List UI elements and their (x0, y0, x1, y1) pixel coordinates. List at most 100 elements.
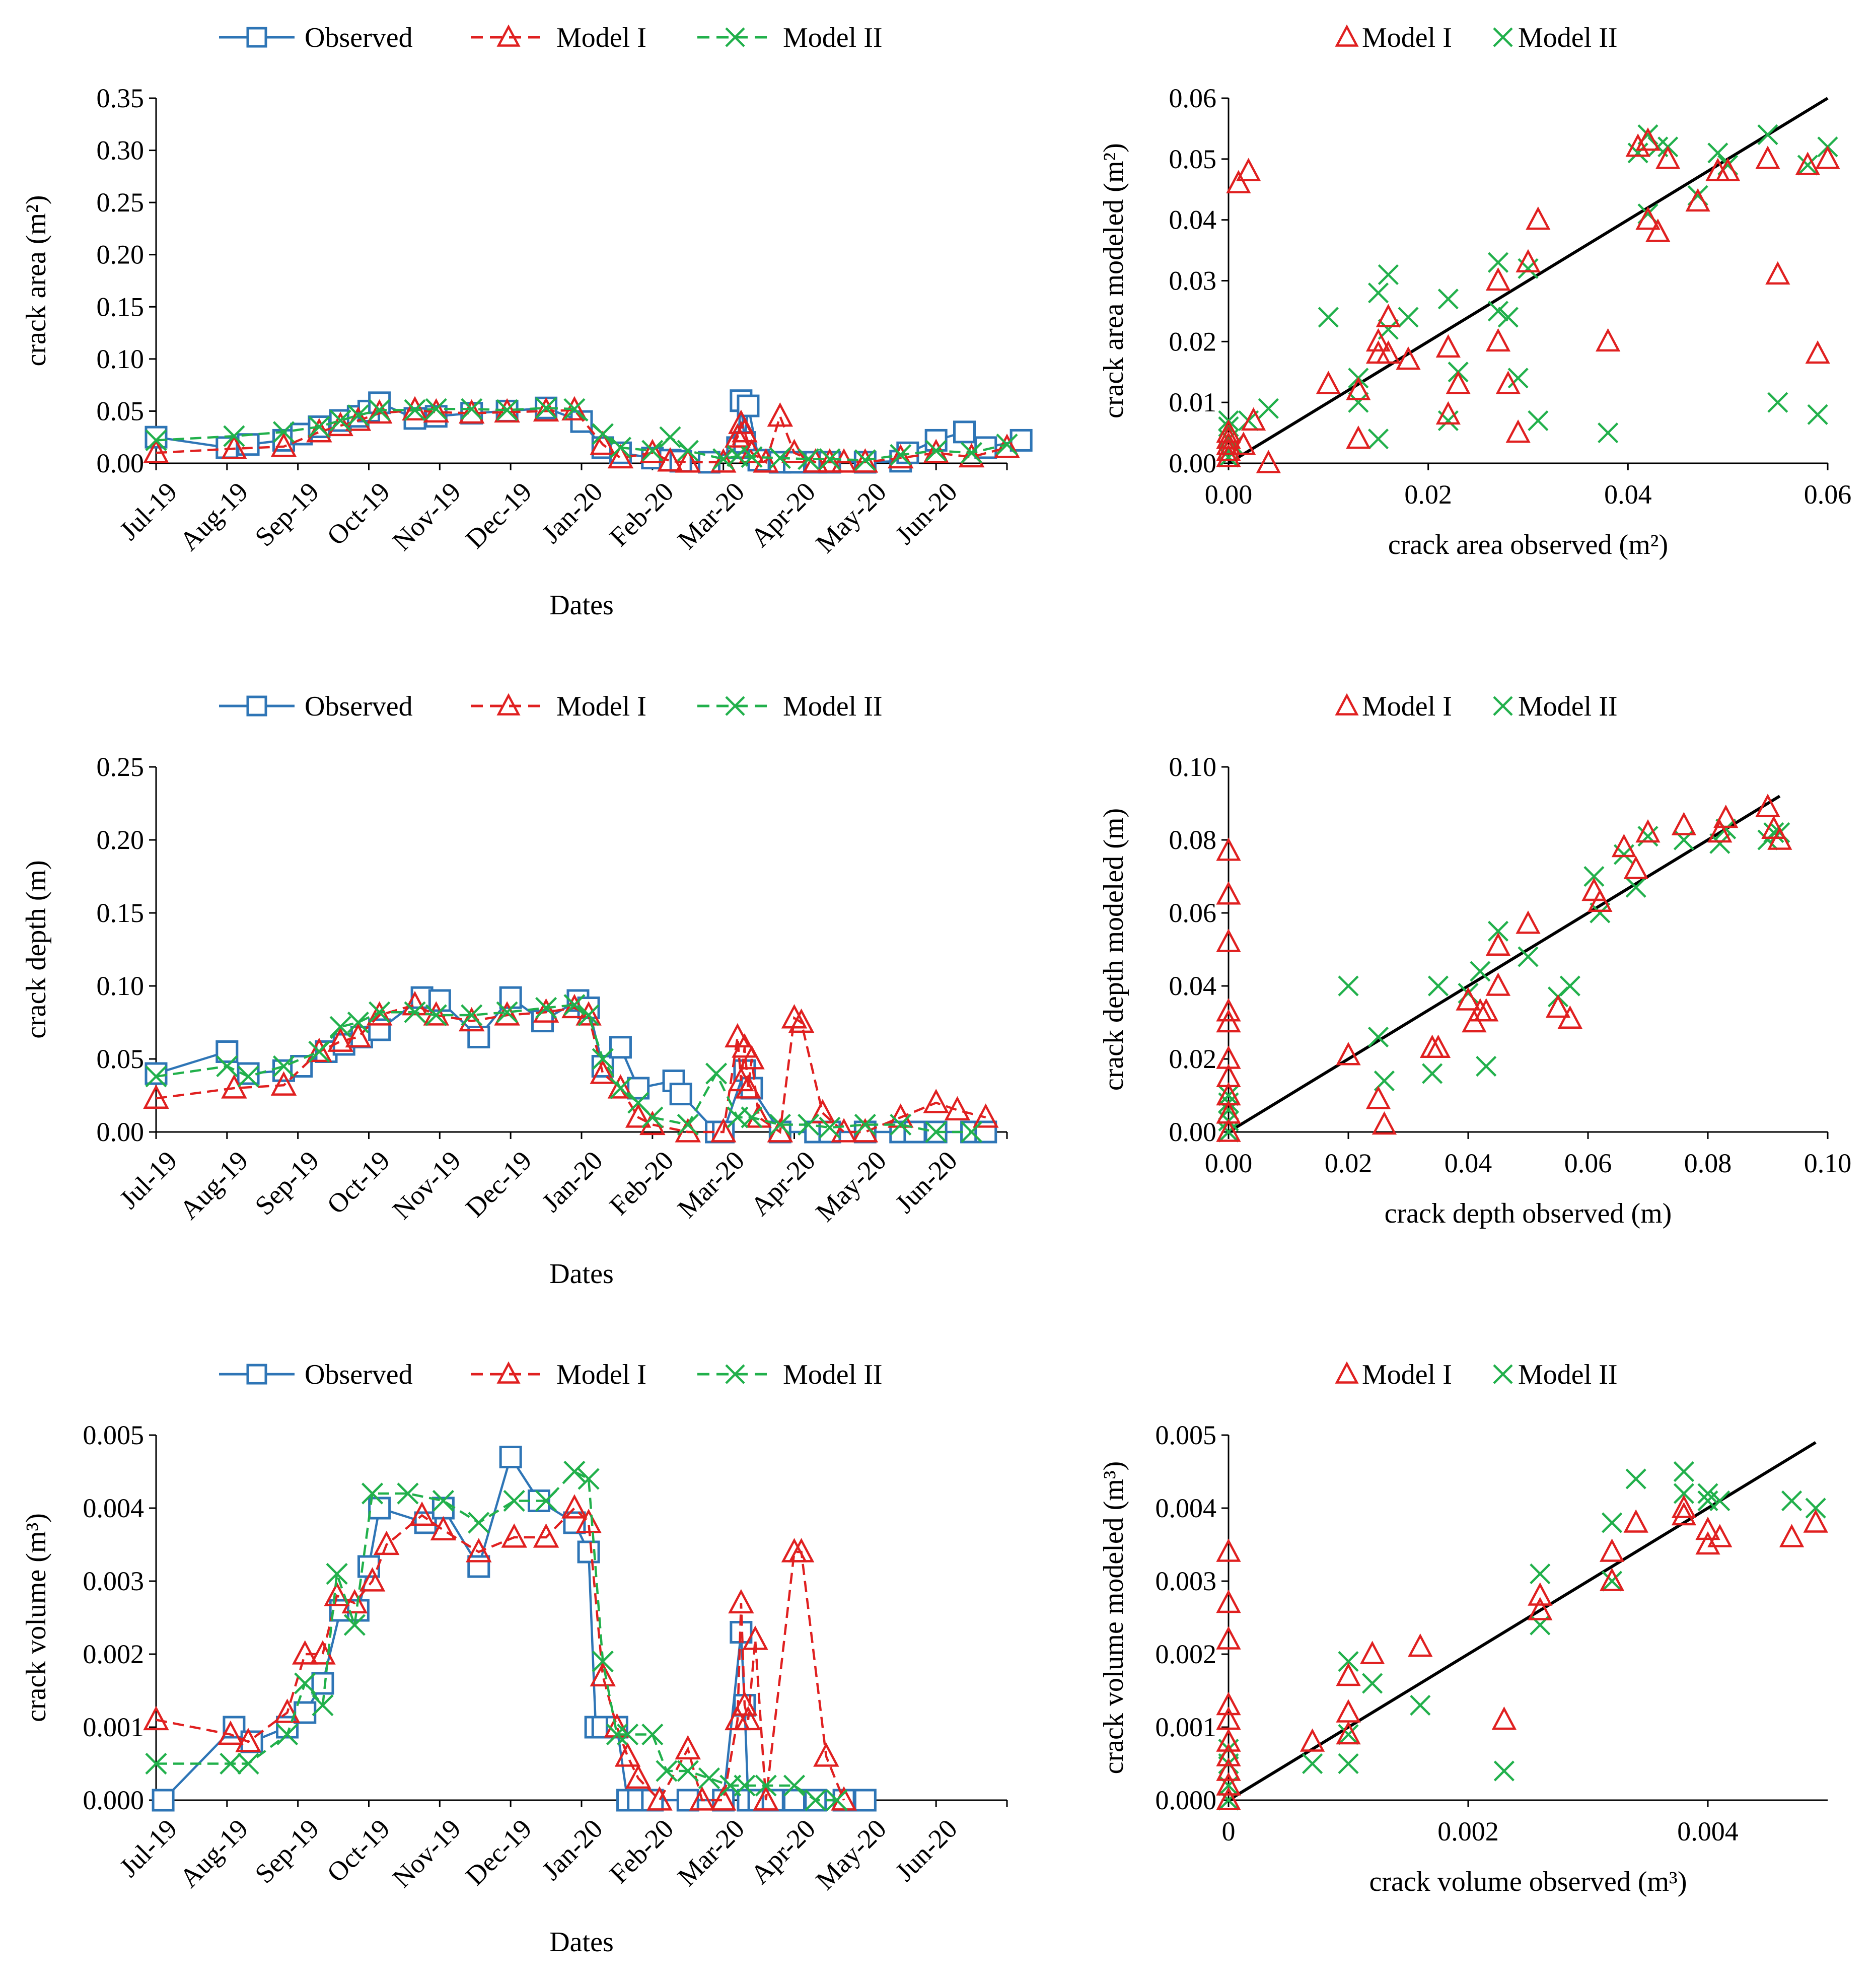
data-point-model-i (1599, 1568, 1625, 1591)
data-point-model-i (575, 1509, 602, 1533)
data-point-model-i (1528, 1597, 1553, 1620)
data-point-model-i (1359, 1641, 1385, 1664)
data-point-model-i (888, 1103, 914, 1128)
data-point-model-i (1216, 1082, 1241, 1106)
data-point-model-ii (1427, 975, 1449, 997)
x-axis-title: Dates (549, 1258, 614, 1290)
data-point-model-ii (1258, 398, 1279, 419)
data-point-model-ii (741, 446, 763, 468)
y-tick-label: 0.001 (83, 1712, 145, 1742)
data-point-model-i (675, 1735, 701, 1760)
y-tick-label: 0.04 (1169, 971, 1217, 1001)
legend-label-observed: Observed (305, 22, 413, 53)
data-point-model-ii (1398, 307, 1419, 328)
data-point-model-i (725, 1023, 751, 1048)
data-point-model-ii (563, 1460, 586, 1483)
legend-marker-model-ii (725, 27, 745, 47)
x-axis-title: crack area observed (m²) (1388, 529, 1668, 560)
data-point-model-i (1761, 815, 1786, 839)
y-tick-label: 0.30 (97, 135, 145, 166)
data-point-model-i (1365, 328, 1391, 352)
y-axis-title: crack area modeled (m²) (1098, 143, 1129, 418)
x-axis-title: Dates (549, 1927, 614, 1958)
legend: Observed Model I Model II (219, 1359, 883, 1390)
data-point-model-i (1671, 812, 1697, 835)
x-tick-label: Apr-20 (745, 1145, 821, 1222)
data-point-model-i (1695, 1531, 1720, 1555)
data-point-model-i (639, 439, 666, 463)
data-point-model-ii (503, 1489, 525, 1512)
data-point-model-ii (220, 1752, 242, 1775)
data-point-model-i (1241, 407, 1266, 431)
data-point-model-ii (712, 448, 735, 470)
x-axis-title: crack depth observed (m) (1385, 1198, 1672, 1229)
data-point-model-ii (1367, 429, 1389, 450)
data-point-model-ii (641, 440, 664, 462)
data-point-model-ii (1797, 155, 1818, 176)
x-tick-label: Mar-20 (672, 476, 750, 555)
data-point-model-i (1216, 444, 1241, 467)
data-point-model-ii (996, 434, 1018, 456)
data-point-model-i (561, 1494, 588, 1519)
data-point-model-i (458, 399, 485, 424)
data-point-model-i (710, 1118, 737, 1143)
data-point-model-ii (347, 1011, 369, 1034)
data-point-model-i (1216, 998, 1241, 1022)
data-point-model-i (781, 1004, 808, 1029)
data-point-model-ii (145, 1752, 167, 1775)
y-tick-label: 0.000 (83, 1785, 145, 1815)
data-point-model-ii (609, 1077, 632, 1099)
x-tick-label: 0.04 (1604, 479, 1652, 510)
data-point-model-i (235, 1728, 261, 1752)
data-point-model-ii (496, 399, 518, 421)
data-point-model-ii (1528, 410, 1549, 432)
y-tick-label: 0.05 (1169, 144, 1217, 174)
data-point-model-i (270, 433, 297, 457)
data-point-model-ii (1709, 1490, 1730, 1512)
data-point-model-i (1216, 1757, 1241, 1781)
legend: Model I Model II (1335, 1359, 1618, 1390)
legend-label-model-i: Model I (1362, 22, 1452, 53)
data-point-model-ii (237, 1752, 259, 1775)
x-tick-label: Feb-20 (604, 1145, 680, 1221)
data-point-model-i (817, 448, 843, 473)
data-point-model-ii (425, 398, 447, 420)
data-point-model-i (590, 1059, 616, 1084)
series-observed (152, 1446, 877, 1812)
data-point-model-i (923, 1089, 949, 1113)
data-point-model-i (1611, 833, 1637, 858)
data-point-model-i (1671, 1502, 1697, 1526)
data-point-model-i (501, 1523, 527, 1548)
legend-marker-model-ii (725, 696, 745, 716)
data-point-model-i (359, 1567, 386, 1592)
data-point-model-i (1216, 1100, 1241, 1124)
data-point-model-i (831, 1118, 857, 1143)
data-point-model-ii (705, 1062, 728, 1085)
y-tick-label: 0.10 (97, 344, 145, 374)
x-tick-label: Apr-20 (745, 1813, 821, 1890)
data-point-observed (368, 1018, 391, 1041)
data-point-observed (368, 1497, 391, 1520)
x-tick-label: Dec-19 (460, 1145, 538, 1223)
data-point-model-i (657, 447, 683, 472)
legend: Model I Model II (1335, 691, 1618, 722)
data-point-model-ii (1338, 1753, 1359, 1774)
data-point-model-i (1256, 450, 1281, 473)
data-point-model-i (533, 397, 559, 422)
series-model-ii (145, 397, 1018, 471)
series-line (156, 1004, 986, 1134)
legend-marker-observed (246, 1364, 267, 1385)
data-point-model-ii (1602, 1571, 1623, 1592)
y-tick-label: 0.15 (97, 292, 145, 322)
x-tick-label: Jan-20 (536, 1813, 608, 1886)
data-point-model-ii (1476, 1055, 1497, 1077)
data-point-model-i (1671, 1495, 1697, 1518)
x-tick-label: Nov-19 (387, 476, 467, 556)
data-point-model-i (1495, 371, 1521, 394)
data-point-model-ii (404, 399, 426, 421)
data-point-model-i (1316, 371, 1341, 394)
data-point-model-i (1765, 261, 1790, 285)
data-point-model-ii (237, 1066, 259, 1088)
data-point-model-i (735, 1706, 761, 1731)
data-point-model-i (1376, 340, 1401, 364)
